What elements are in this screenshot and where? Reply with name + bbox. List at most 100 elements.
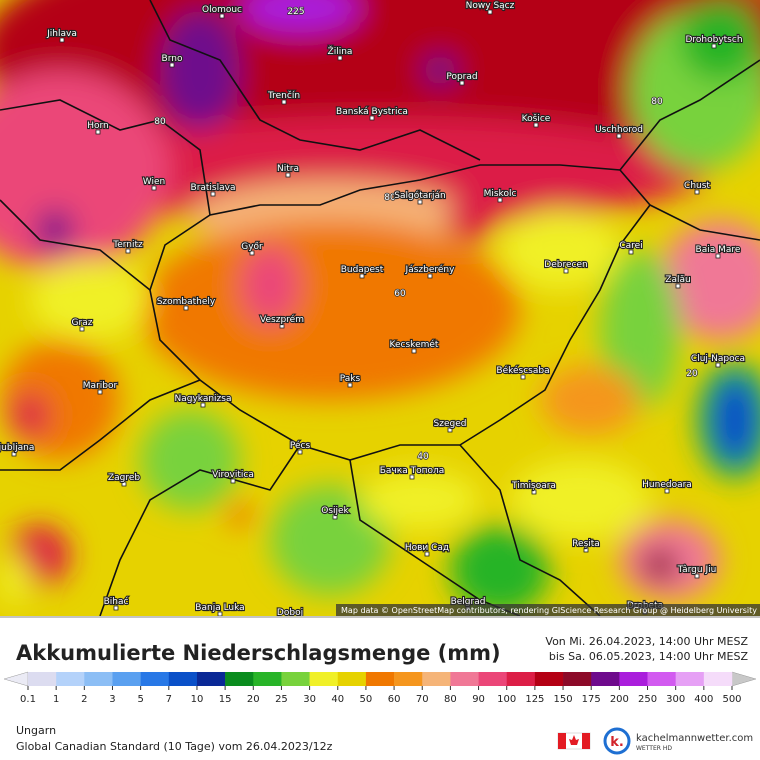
city-label: Poprad bbox=[446, 72, 477, 82]
legend-tick-label: 60 bbox=[388, 694, 401, 705]
map-area: 225 80 80 80 60 40 20 Olomouc Nowy Sącz Jihlava B… bbox=[0, 0, 760, 621]
city-label: Nitra bbox=[277, 164, 299, 174]
city-label: Нови Сад bbox=[405, 543, 449, 553]
city-marker bbox=[288, 617, 292, 621]
city-marker bbox=[279, 323, 285, 329]
city-label: Zalău bbox=[665, 275, 690, 285]
legend-swatch bbox=[675, 672, 705, 686]
legend-swatch bbox=[309, 672, 339, 686]
city-marker bbox=[715, 253, 721, 259]
city-marker bbox=[447, 427, 453, 433]
model-info: Global Canadian Standard (10 Tage) vom 2… bbox=[16, 740, 333, 753]
city-marker bbox=[337, 55, 343, 61]
legend-swatch bbox=[647, 672, 676, 686]
city-label: Timișoara bbox=[511, 481, 556, 491]
city-marker bbox=[359, 273, 365, 279]
legend-tick-label: 1 bbox=[53, 694, 59, 705]
legend-swatch bbox=[281, 672, 310, 686]
contour-label: 20 bbox=[686, 369, 698, 379]
legend-tick-label: 0.1 bbox=[20, 694, 36, 705]
city-label: Horn bbox=[87, 121, 109, 131]
city-marker bbox=[200, 402, 206, 408]
legend-tick-label: 20 bbox=[247, 694, 260, 705]
city-marker bbox=[715, 362, 721, 368]
brand-name: kachelmannwetter.com bbox=[636, 733, 753, 744]
city-marker bbox=[497, 197, 503, 203]
city-marker bbox=[183, 305, 189, 311]
city-label: Bihać bbox=[104, 596, 129, 607]
contour-label: 40 bbox=[417, 452, 429, 462]
city-label: Drohobytsch bbox=[685, 35, 742, 45]
legend-swatch bbox=[196, 672, 226, 686]
brand-tagline: WETTER HD bbox=[636, 745, 672, 752]
city-marker bbox=[583, 547, 589, 553]
legend-swatch bbox=[394, 672, 423, 686]
legend-swatch bbox=[703, 672, 733, 686]
city-label: Bratislava bbox=[191, 183, 236, 193]
city-marker bbox=[217, 611, 223, 616]
city-marker bbox=[533, 122, 539, 128]
city-marker bbox=[59, 37, 65, 43]
city-marker bbox=[427, 273, 433, 279]
legend-swatch bbox=[563, 672, 592, 686]
legend-swatch bbox=[112, 672, 141, 686]
brand-logo-letter: k. bbox=[610, 735, 624, 750]
brand-logo bbox=[603, 727, 631, 755]
legend-tick-label: 100 bbox=[497, 694, 516, 705]
period-start: Von Mi. 26.04.2023, 14:00 Uhr MESZ bbox=[545, 635, 748, 648]
city-label: Osijek bbox=[321, 506, 349, 516]
legend-swatch bbox=[225, 672, 254, 686]
legend-swatch bbox=[478, 672, 508, 686]
legend-tick-label: 2 bbox=[81, 694, 87, 705]
city-label: Ternitz bbox=[112, 240, 143, 250]
legend-tick-label: 80 bbox=[444, 694, 457, 705]
region: Ungarn bbox=[16, 724, 56, 737]
city-label: Jihlava bbox=[46, 29, 77, 39]
city-marker bbox=[417, 199, 423, 205]
city-label: Hunedoara bbox=[642, 480, 692, 490]
legend-tick-label: 500 bbox=[722, 694, 741, 705]
legend-tick-label: 7 bbox=[166, 694, 172, 705]
legend-tick-label: 50 bbox=[360, 694, 373, 705]
city-marker bbox=[169, 62, 175, 68]
city-marker bbox=[520, 374, 526, 380]
legend-tick-label: 25 bbox=[275, 694, 288, 705]
city-label: Žilina bbox=[328, 45, 353, 57]
city-label: Budapest bbox=[341, 265, 384, 275]
legend-above-arrow bbox=[731, 671, 757, 687]
contour-label: 60 bbox=[394, 289, 406, 299]
city-label: Virovitica bbox=[212, 470, 254, 480]
city-marker bbox=[332, 514, 338, 520]
legend-tick-label: 150 bbox=[553, 694, 572, 705]
city-label: Trenčín bbox=[267, 90, 300, 101]
city-label: Banská Bystrica bbox=[336, 107, 408, 117]
city-label: Pécs bbox=[290, 440, 311, 451]
city-label: Zagreb bbox=[108, 473, 140, 483]
city-marker bbox=[219, 13, 225, 19]
city-labels: Olomouc Nowy Sącz Jihlava Brno Žilina Poprad D… bbox=[0, 0, 746, 621]
legend-tick-label: 90 bbox=[472, 694, 485, 705]
city-label: Nowy Sącz bbox=[466, 1, 515, 11]
contour-label: 225 bbox=[287, 7, 304, 17]
city-marker bbox=[285, 172, 291, 178]
city-marker bbox=[210, 191, 216, 197]
city-marker bbox=[113, 605, 119, 611]
city-label: Paks bbox=[340, 374, 361, 384]
legend-tick-label: 125 bbox=[525, 694, 544, 705]
canada-flag bbox=[557, 732, 591, 750]
city-marker bbox=[151, 185, 157, 191]
city-marker bbox=[616, 133, 622, 139]
city-marker bbox=[628, 249, 634, 255]
city-label: Košice bbox=[522, 113, 551, 124]
city-label: Győr bbox=[241, 242, 263, 252]
city-marker bbox=[249, 250, 255, 256]
city-label: Doboj bbox=[277, 608, 303, 618]
legend-swatch bbox=[337, 672, 367, 686]
city-label: Veszprém bbox=[260, 314, 304, 325]
contour-labels: 225 80 80 80 60 40 20 bbox=[154, 6, 699, 463]
city-label: Olomouc bbox=[202, 5, 242, 15]
city-marker bbox=[675, 283, 681, 289]
legend-tick-label: 30 bbox=[303, 694, 316, 705]
city-label: Szeged bbox=[434, 419, 467, 429]
city-label: Brno bbox=[162, 54, 183, 64]
